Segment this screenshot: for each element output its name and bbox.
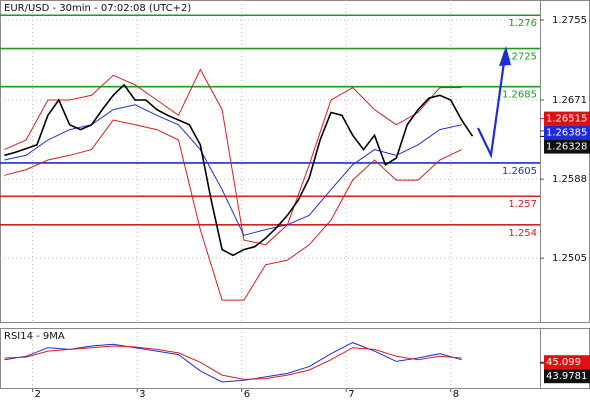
price-marker-label: 1.26385 xyxy=(546,128,587,139)
level-label: 1.276 xyxy=(508,18,537,29)
series-line xyxy=(4,83,474,257)
forecast-arrowhead xyxy=(499,46,511,66)
y-tick-label: 1.2588 xyxy=(552,174,587,185)
x-tick-label: 3 xyxy=(139,389,145,400)
level-label: 1.2685 xyxy=(502,90,537,101)
level-label: 1.257 xyxy=(508,199,537,210)
series-line xyxy=(4,345,462,380)
level-label: 1.2605 xyxy=(502,166,537,177)
price-marker-label: 43.9781 xyxy=(546,371,587,382)
level-label: 1.254 xyxy=(508,228,537,239)
price-marker-box xyxy=(544,369,590,384)
y-tick-label: 1.2671 xyxy=(552,95,587,106)
series-line xyxy=(4,104,462,236)
series-line xyxy=(4,119,462,301)
x-tick-label: 7 xyxy=(348,389,354,400)
x-tick-label: 6 xyxy=(244,389,250,400)
series-line xyxy=(4,68,462,246)
panel-title: EUR/USD - 30min - 07:02:08 (UTC+2) xyxy=(4,3,191,14)
price-marker-box xyxy=(544,139,590,154)
price-marker-box xyxy=(544,355,590,370)
price-marker-box xyxy=(544,111,590,126)
forecast-arrow xyxy=(477,54,507,159)
price-marker-label: 1.26515 xyxy=(546,114,587,125)
price-marker-label: 1.26328 xyxy=(546,142,587,153)
level-label: 1.2725 xyxy=(502,52,537,63)
x-tick-label: 8 xyxy=(453,389,459,400)
series-line xyxy=(4,342,462,383)
y-tick-label: 1.2755 xyxy=(552,15,587,26)
x-tick-label: 2 xyxy=(35,389,41,400)
price-marker-box xyxy=(544,125,590,140)
panel-title: RSI14 - 9MA xyxy=(4,331,65,342)
y-tick-label: 1.2505 xyxy=(552,253,587,264)
price-marker-label: 45.099 xyxy=(546,357,581,368)
